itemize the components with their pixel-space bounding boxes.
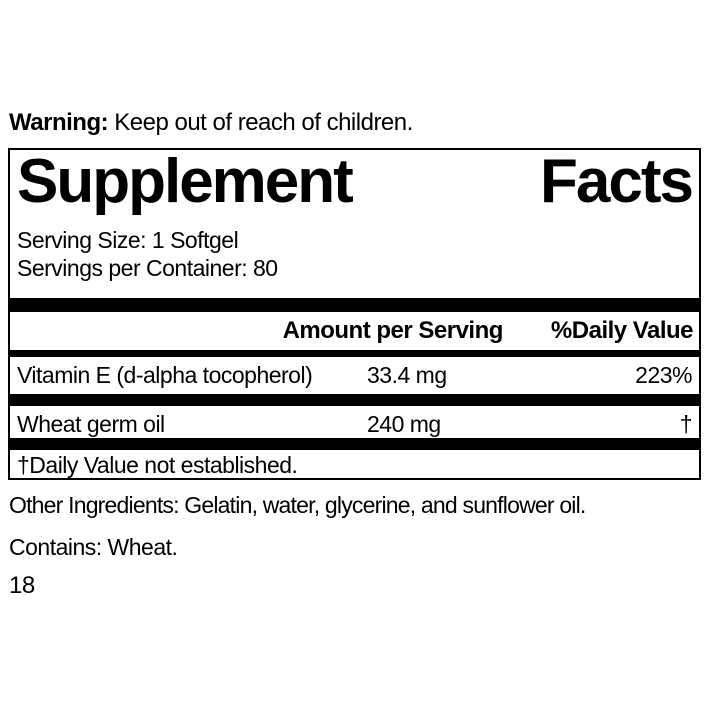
row-divider-bar [10, 438, 699, 450]
nutrient-name: Vitamin E (d-alpha tocopherol) [17, 362, 313, 388]
daily-value-header: %Daily Value [550, 317, 694, 344]
warning-label: Warning: [9, 109, 109, 136]
supplement-facts-panel: Supplement Facts Serving Size: 1 Softgel… [8, 148, 701, 480]
header-divider-bar [10, 350, 699, 357]
contains-line: Contains: Wheat. [9, 534, 178, 560]
panel-title-word-1: Supplement [17, 147, 354, 216]
warning-line: Warning: Keep out of reach of children. [9, 109, 413, 137]
table-row: Wheat germ oil 240 mg † [10, 410, 699, 438]
nutrient-daily-value: 223% [635, 362, 692, 388]
serving-info: Serving Size: 1 Softgel Servings per Con… [10, 226, 699, 282]
nutrient-daily-value: † [679, 411, 693, 437]
nutrient-amount: 33.4 mg [367, 362, 447, 388]
table-row: Vitamin E (d-alpha tocopherol) 33.4 mg 2… [10, 361, 699, 389]
panel-title-word-2: Facts [540, 147, 694, 216]
daily-value-footnote: †Daily Value not established. [17, 452, 298, 478]
other-ingredients-line: Other Ingredients: Gelatin, water, glyce… [9, 492, 586, 518]
nutrient-amount: 240 mg [367, 411, 441, 437]
page-number: 18 [9, 572, 35, 599]
nutrient-name: Wheat germ oil [17, 411, 165, 437]
column-header-row: Amount per Serving %Daily Value [10, 318, 699, 344]
warning-text: Keep out of reach of children. [108, 109, 413, 136]
thick-divider-bar [10, 298, 699, 312]
panel-title: Supplement Facts [10, 150, 699, 214]
serving-size: Serving Size: 1 Softgel [17, 227, 239, 253]
row-divider-bar [10, 394, 699, 406]
amount-per-serving-header: Amount per Serving [282, 317, 504, 344]
servings-per-container: Servings per Container: 80 [17, 255, 278, 281]
